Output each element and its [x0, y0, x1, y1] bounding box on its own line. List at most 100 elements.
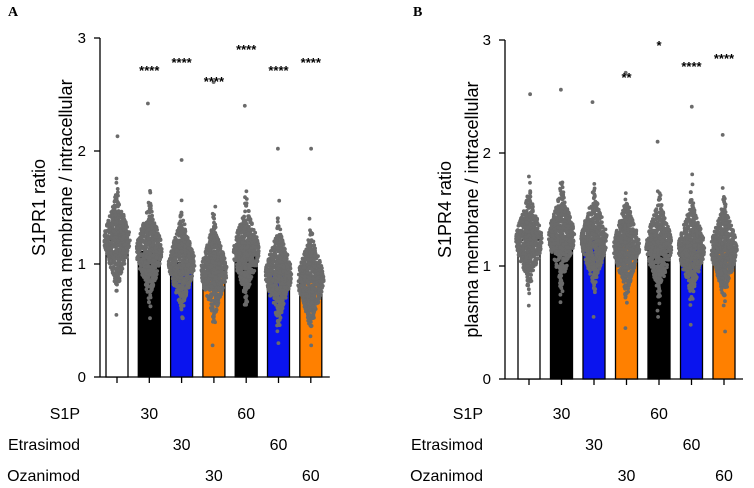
- data-point: [184, 259, 189, 264]
- data-point: [564, 215, 568, 220]
- data-point: [265, 274, 270, 279]
- data-point: [216, 251, 221, 256]
- data-point: [122, 218, 126, 223]
- data-point: [179, 210, 184, 215]
- data-point: [178, 219, 183, 224]
- data-point: [297, 266, 302, 270]
- data-point: [203, 255, 208, 260]
- data-point: [591, 315, 596, 319]
- data-point: [202, 282, 207, 286]
- data-point: [206, 244, 211, 249]
- data-point: [273, 269, 278, 274]
- data-point: [279, 234, 284, 239]
- data-point: [175, 228, 180, 233]
- data-point: [269, 284, 274, 288]
- data-point: [320, 266, 324, 270]
- data-point: [562, 222, 566, 227]
- data-point: [150, 222, 155, 227]
- data-point: [180, 286, 185, 290]
- data-point: [181, 303, 186, 308]
- data-point: [112, 203, 117, 208]
- data-point: [308, 258, 313, 263]
- data-point: [559, 270, 564, 274]
- data-point: [244, 294, 249, 298]
- data-point: [518, 235, 523, 240]
- data-point: [270, 256, 275, 261]
- data-point: [239, 245, 244, 250]
- data-point: [116, 193, 120, 198]
- data-point: [170, 250, 175, 255]
- data-point: [246, 209, 251, 214]
- data-point: [237, 251, 242, 256]
- data-point: [153, 235, 158, 239]
- data-point: [537, 246, 541, 251]
- data-point: [214, 307, 219, 312]
- data-point: [146, 200, 151, 205]
- data-point: [219, 249, 224, 254]
- data-point: [140, 231, 145, 236]
- data-point: [316, 271, 320, 276]
- data-point: [116, 200, 120, 205]
- data-point: [561, 190, 566, 195]
- data-point: [281, 301, 286, 306]
- data-point: [109, 240, 113, 245]
- data-point: [254, 245, 258, 250]
- data-point: [209, 242, 214, 247]
- data-point: [211, 319, 215, 324]
- data-point: [209, 284, 214, 289]
- data-point: [216, 302, 220, 307]
- data-point: [316, 264, 321, 268]
- data-point: [283, 295, 288, 300]
- data-point: [203, 250, 208, 255]
- data-point: [120, 250, 125, 255]
- data-point: [315, 282, 319, 287]
- data-point: [107, 214, 112, 219]
- data-point: [103, 245, 107, 250]
- data-point: [528, 237, 532, 241]
- data-point: [182, 222, 187, 227]
- data-point: [136, 250, 140, 255]
- data-point: [171, 240, 176, 245]
- data-point: [149, 216, 154, 220]
- data-point: [280, 295, 285, 299]
- data-point: [303, 285, 308, 290]
- data-point: [166, 262, 171, 267]
- data-point: [215, 266, 220, 270]
- data-point: [268, 293, 273, 298]
- data-point: [557, 254, 561, 258]
- data-point: [148, 316, 152, 321]
- data-point: [117, 257, 122, 262]
- data-point: [278, 256, 283, 260]
- data-point: [519, 215, 524, 220]
- data-point: [178, 258, 183, 262]
- data-point: [529, 263, 533, 268]
- data-point: [314, 301, 318, 306]
- data-point: [177, 225, 182, 230]
- data-point: [563, 237, 568, 241]
- data-point: [184, 289, 189, 293]
- data-point: [250, 228, 255, 232]
- data-point: [113, 276, 117, 281]
- data-point: [208, 297, 212, 301]
- data-point: [519, 219, 524, 224]
- data-point: [246, 274, 251, 279]
- data-point: [110, 220, 115, 225]
- data-point: [528, 92, 532, 97]
- data-point: [224, 273, 228, 278]
- data-point: [301, 292, 306, 297]
- data-point: [205, 294, 210, 299]
- data-point: [530, 230, 535, 235]
- data-point: [554, 205, 558, 210]
- data-point: [286, 281, 291, 286]
- data-point: [266, 259, 271, 264]
- data-point: [251, 249, 256, 253]
- data-point: [528, 223, 532, 227]
- data-point: [552, 241, 557, 246]
- data-point: [114, 288, 119, 293]
- data-point: [528, 189, 533, 194]
- data-point: [103, 233, 108, 237]
- data-point: [117, 248, 122, 253]
- data-point: [118, 220, 123, 225]
